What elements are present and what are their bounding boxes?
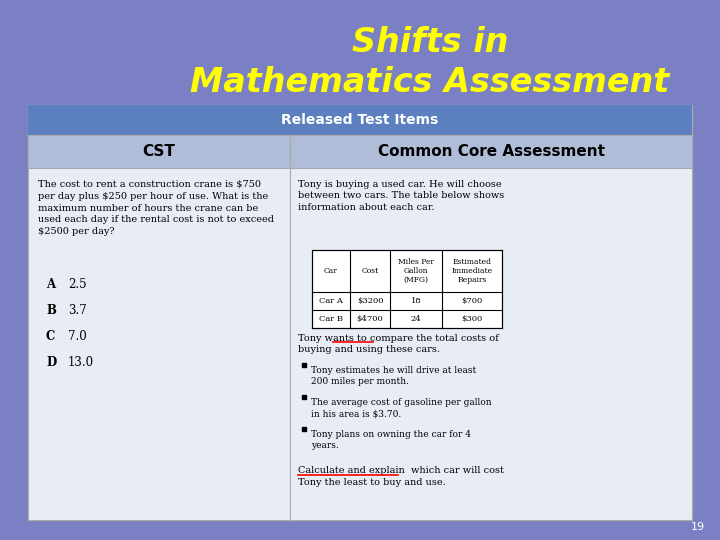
Text: Tony plans on owning the car for 4
years.: Tony plans on owning the car for 4 years…	[311, 430, 471, 450]
Text: Miles Per
Gallon
(MFG): Miles Per Gallon (MFG)	[398, 258, 434, 284]
Text: 7.0: 7.0	[68, 330, 86, 343]
Text: Estimated
Immediate
Repairs: Estimated Immediate Repairs	[451, 258, 492, 284]
Text: 13.0: 13.0	[68, 356, 94, 369]
Text: B: B	[46, 305, 56, 318]
Text: $3200: $3200	[356, 297, 383, 305]
Text: 24: 24	[410, 315, 421, 323]
Text: The average cost of gasoline per gallon
in his area is $3.70.: The average cost of gasoline per gallon …	[311, 398, 492, 418]
Text: Tony wants to compare the total costs of
buying and using these cars.: Tony wants to compare the total costs of…	[298, 334, 499, 354]
Bar	[28, 168, 290, 520]
Text: Mathematics Assessment: Mathematics Assessment	[190, 65, 670, 98]
Text: The cost to rent a construction crane is $750
per day plus $250 per hour of use.: The cost to rent a construction crane is…	[38, 180, 274, 236]
Text: $300: $300	[462, 315, 482, 323]
Bar	[28, 105, 692, 520]
Text: A: A	[46, 279, 55, 292]
Text: 2.5: 2.5	[68, 279, 86, 292]
Text: CST: CST	[143, 144, 176, 159]
Text: Car A: Car A	[319, 297, 343, 305]
Text: Calculate and explain  which car will cost: Calculate and explain which car will cos…	[298, 466, 504, 475]
Bar	[290, 135, 692, 168]
Text: Released Test Items: Released Test Items	[282, 113, 438, 127]
Text: D: D	[46, 356, 56, 369]
Text: Tony estimates he will drive at least
200 miles per month.: Tony estimates he will drive at least 20…	[311, 366, 476, 386]
Text: 3.7: 3.7	[68, 305, 86, 318]
Text: Shifts in: Shifts in	[352, 26, 508, 59]
Bar	[312, 250, 502, 328]
Text: Car: Car	[324, 267, 338, 275]
Bar	[28, 105, 692, 135]
Bar	[290, 168, 692, 520]
Text: Tony is buying a used car. He will choose
between two cars. The table below show: Tony is buying a used car. He will choos…	[298, 180, 504, 212]
Bar	[28, 135, 290, 168]
Text: Tony the least to buy and use.: Tony the least to buy and use.	[298, 478, 446, 487]
Text: Cost: Cost	[361, 267, 379, 275]
Text: $4700: $4700	[356, 315, 383, 323]
Text: Common Core Assessment: Common Core Assessment	[377, 144, 605, 159]
Text: C: C	[46, 330, 55, 343]
Text: 18: 18	[410, 297, 421, 305]
Text: $700: $700	[462, 297, 482, 305]
Text: Car B: Car B	[319, 315, 343, 323]
Text: 19: 19	[691, 522, 705, 532]
